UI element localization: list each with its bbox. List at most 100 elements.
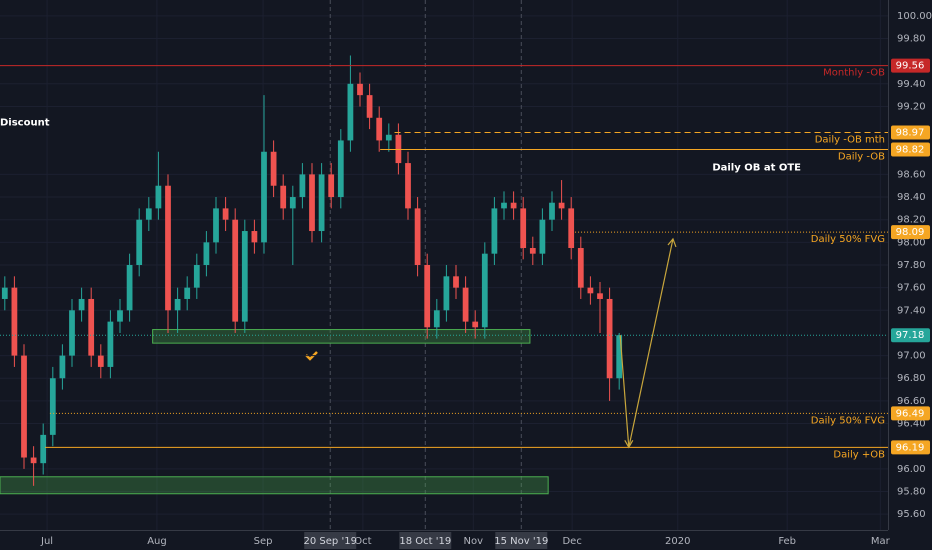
y-tick-label: 99.40 [897, 79, 926, 90]
candle-body [376, 117, 383, 141]
candle-body [107, 321, 114, 367]
candle-body [232, 219, 239, 322]
candle-body [59, 355, 66, 379]
candle-body [597, 293, 603, 299]
candle-body [222, 208, 229, 220]
price-tag-bg [891, 328, 930, 343]
annotation: Discount [0, 117, 50, 128]
candle-body [529, 248, 536, 254]
candle-body [165, 185, 171, 311]
y-tick-label: 95.60 [897, 509, 926, 520]
date-tag-bg [399, 532, 452, 549]
y-tick-label: 95.80 [897, 486, 926, 497]
candle-body [520, 208, 527, 249]
y-tick-label: 98.00 [897, 237, 926, 248]
x-tick-label: Aug [147, 536, 167, 547]
candle-body [510, 202, 517, 209]
x-tick-label: Mar [871, 536, 891, 547]
zone [0, 476, 549, 495]
candle-body [40, 434, 47, 464]
candle-body [606, 298, 613, 379]
candle-body [385, 134, 392, 141]
candle-body [414, 208, 421, 265]
price-tag: 98.09 [896, 227, 925, 238]
candle-body [357, 83, 363, 96]
candle-body [117, 310, 123, 322]
candle-body [587, 287, 594, 294]
date-tag-bg [304, 532, 357, 549]
price-tag-bg [891, 440, 930, 455]
y-tick-label: 97.40 [897, 305, 926, 316]
candle-body [251, 231, 258, 243]
candle-body [49, 378, 56, 435]
candle-body [270, 151, 277, 186]
candle-body [539, 219, 546, 254]
candle-body [501, 202, 507, 209]
y-tick-label: 96.60 [897, 396, 926, 407]
level-label: Daily +OB [833, 449, 885, 460]
candle-body [145, 208, 152, 220]
candle-body [97, 355, 104, 367]
candle-body [289, 197, 296, 209]
candle-body [126, 265, 133, 311]
price-tag-bg [891, 125, 930, 140]
candle-body [318, 174, 325, 232]
candle-body [347, 83, 354, 141]
x-tick-label: Jul [40, 536, 53, 547]
price-tag: 98.82 [896, 144, 925, 155]
candle-body [184, 287, 191, 299]
y-tick-label: 97.00 [897, 351, 926, 362]
candle-body [491, 208, 498, 254]
candle-body [88, 298, 95, 356]
x-tick-label: Nov [464, 536, 484, 547]
candle-body [136, 219, 143, 265]
candle-body [174, 298, 181, 311]
candle-body [577, 248, 584, 288]
arrow-head [667, 237, 677, 248]
zone [152, 329, 531, 344]
level-label: Monthly -OB [823, 68, 885, 79]
x-tick-label: Sep [254, 536, 273, 547]
date-tag: 18 Oct '19 [399, 536, 451, 547]
candle-body [11, 287, 18, 356]
x-tick-label: Feb [778, 536, 796, 547]
candle-body [30, 457, 37, 464]
arrow-head [624, 440, 634, 449]
y-tick-label: 99.20 [897, 101, 926, 112]
candle-body [337, 140, 344, 198]
y-tick-label: 98.20 [897, 215, 926, 226]
candle-body [328, 174, 335, 198]
y-tick-label: 100.00 [897, 11, 932, 22]
y-tick-label: 99.80 [897, 34, 926, 45]
candle-body [299, 174, 306, 198]
candle-body [155, 185, 162, 209]
candle-body [309, 174, 315, 232]
candle-body [481, 253, 488, 328]
y-tick-label: 96.80 [897, 373, 926, 384]
candle-body [443, 276, 450, 311]
y-tick-label: 97.80 [897, 260, 926, 271]
check-icon [305, 351, 318, 361]
candle-body [472, 321, 479, 328]
candle-body [616, 335, 623, 379]
y-tick-label: 98.40 [897, 192, 926, 203]
candle-body [280, 185, 287, 209]
candle-body [1, 287, 8, 299]
candle-body [69, 310, 75, 356]
candle-body [405, 163, 411, 209]
date-tag-bg [495, 532, 548, 549]
candle-body [462, 287, 469, 322]
price-tag-bg [891, 225, 930, 240]
price-tag-bg [891, 142, 930, 157]
level-label: Daily 50% FVG [811, 234, 885, 245]
price-tag: 96.19 [896, 442, 925, 453]
candle-body [433, 310, 440, 328]
candle-body [558, 202, 565, 209]
y-tick-label: 96.00 [897, 464, 926, 475]
candle-body [424, 265, 431, 328]
candle-body [203, 242, 210, 265]
x-tick-label: Oct [354, 536, 371, 547]
candle-body [568, 208, 575, 249]
